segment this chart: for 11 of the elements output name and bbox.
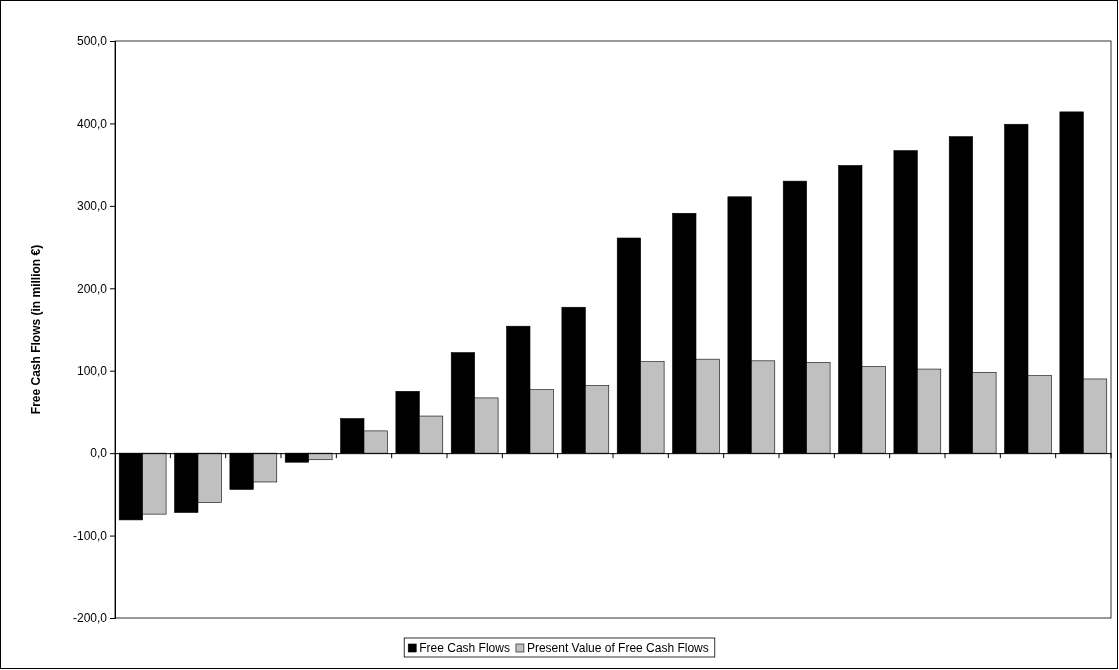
y-tick-label: 200,0 bbox=[76, 281, 108, 296]
y-tick-label: 100,0 bbox=[76, 364, 108, 379]
y-tick-label: 400,0 bbox=[76, 116, 108, 131]
y-tick-label: 500,0 bbox=[76, 34, 108, 49]
y-tick-label: -200,0 bbox=[72, 611, 108, 626]
legend-label: Free Cash Flows bbox=[419, 641, 510, 655]
y-axis-title: Free Cash Flows (in million €) bbox=[29, 244, 43, 415]
y-tick-label: 0,0 bbox=[90, 446, 108, 461]
y-tick-label: -100,0 bbox=[72, 528, 108, 543]
legend-label: Present Value of Free Cash Flows bbox=[526, 641, 709, 655]
y-tick-label: 300,0 bbox=[76, 199, 108, 214]
